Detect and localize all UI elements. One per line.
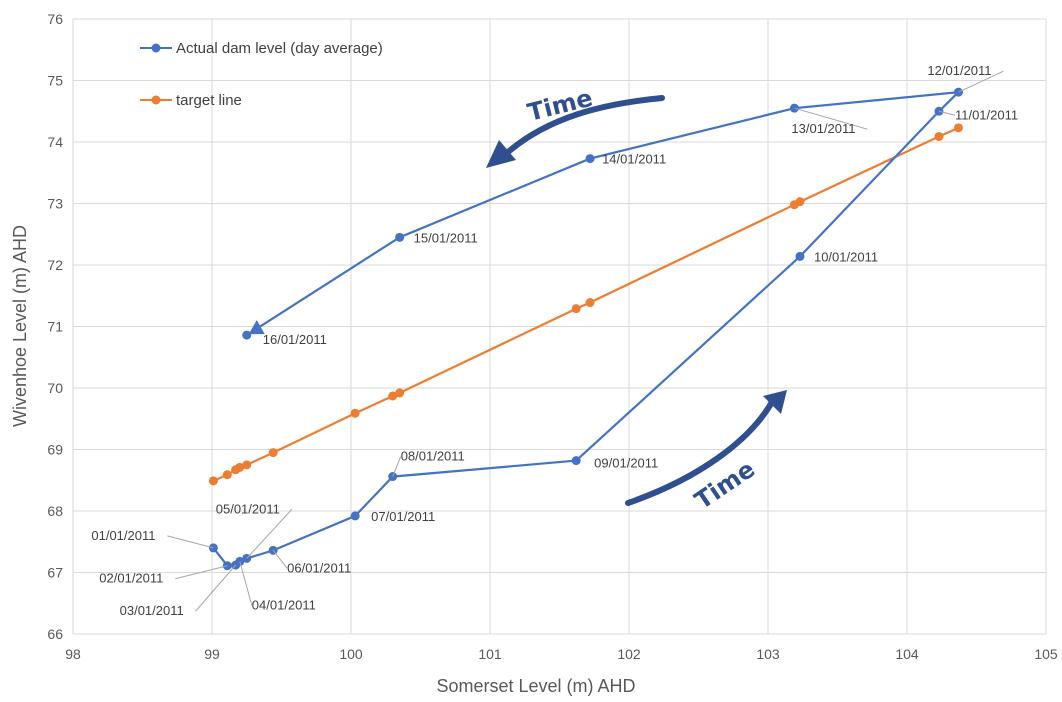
y-tick-label-5: 71: [47, 319, 63, 335]
target-point-13: [934, 131, 944, 141]
label-leader-0: [167, 535, 214, 549]
label-leader-4: [246, 509, 293, 559]
y-tick-label-2: 68: [47, 503, 63, 519]
label-leader-7: [392, 456, 402, 477]
data-label-2: 03/01/2011: [120, 603, 184, 618]
x-tick-label-0: 98: [65, 646, 81, 662]
actual-point-15: [242, 330, 252, 340]
x-tick-label-7: 105: [1034, 646, 1058, 662]
label-leader-1: [175, 565, 228, 580]
label-leader-12: [794, 107, 868, 130]
y-tick-label-3: 69: [47, 442, 63, 458]
legend-target-label: target line: [176, 92, 242, 109]
x-axis-title: Somerset Level (m) AHD: [436, 676, 635, 696]
time-arrow-lower-shaft: [625, 399, 775, 506]
legend: Actual dam level (day average) target li…: [140, 40, 383, 109]
target-point-7: [388, 391, 398, 401]
actual-point-13: [585, 154, 595, 164]
target-point-9: [571, 304, 581, 314]
time-arrow-upper-head: [486, 140, 516, 168]
y-tick-label-9: 75: [47, 73, 63, 89]
target-point-14: [953, 123, 963, 133]
actual-point-6: [350, 511, 360, 521]
actual-dam-level-series: [208, 87, 963, 571]
y-tick-labels: 66 67 68 69 70 71 72 73 74 75 76: [47, 11, 63, 642]
target-line-series: [208, 123, 963, 486]
y-axis-title: Wivenhoe Level (m) AHD: [10, 225, 30, 427]
label-leader-3: [239, 561, 253, 606]
target-line: [212, 126, 959, 482]
y-tick-label-8: 74: [47, 134, 63, 150]
data-label-9: 10/01/2011: [814, 249, 878, 264]
y-tick-label-10: 76: [47, 11, 63, 27]
target-point-6: [350, 408, 360, 418]
actual-end-triangle-marker: [248, 320, 265, 335]
x-tick-label-2: 100: [339, 646, 363, 662]
y-tick-label-7: 73: [47, 196, 63, 212]
actual-point-14: [395, 232, 405, 242]
time-label-lower: Time: [690, 455, 760, 515]
legend-actual-label: Actual dam level (day average): [176, 40, 383, 57]
label-leader-5: [272, 550, 288, 569]
actual-line: [212, 90, 962, 567]
y-tick-label-4: 70: [47, 380, 63, 396]
target-point-10: [585, 298, 595, 308]
data-label-3: 04/01/2011: [252, 597, 316, 612]
data-point-labels: 01/01/2011 02/01/2011 03/01/2011 04/01/2011…: [91, 63, 1018, 618]
data-label-15: 16/01/2011: [263, 332, 327, 347]
data-label-1: 02/01/2011: [99, 571, 163, 586]
data-label-6: 07/01/2011: [371, 509, 435, 524]
data-label-12: 13/01/2011: [791, 121, 855, 136]
target-point-5: [268, 448, 278, 458]
target-point-8: [395, 388, 405, 398]
data-label-5: 06/01/2011: [287, 560, 351, 575]
data-label-4: 05/01/2011: [216, 501, 280, 516]
data-label-14: 15/01/2011: [414, 230, 478, 245]
target-point-12: [795, 197, 805, 207]
data-label-10: 11/01/2011: [955, 107, 1018, 122]
time-arrow-lower-head: [763, 390, 787, 414]
y-tick-label-6: 72: [47, 257, 63, 273]
legend-actual-swatch-marker: [151, 43, 161, 53]
x-tick-label-1: 99: [204, 646, 220, 662]
time-arrow-upper-shaft: [505, 95, 665, 155]
x-tick-labels: 98 99 100 101 102 103 104 105: [65, 646, 1058, 662]
y-tick-label-0: 66: [47, 626, 63, 642]
y-tick-label-1: 67: [47, 565, 63, 581]
label-leader-2: [195, 564, 237, 612]
target-point-3: [235, 462, 245, 472]
target-point-4: [242, 460, 252, 470]
x-tick-label-4: 102: [617, 646, 641, 662]
legend-target-swatch-marker: [151, 95, 161, 105]
target-point-0: [208, 476, 218, 486]
x-tick-label-5: 103: [756, 646, 780, 662]
data-label-8: 09/01/2011: [594, 456, 658, 471]
actual-point-8: [571, 456, 581, 466]
time-arrow-lower: Time: [625, 390, 787, 515]
actual-point-9: [795, 251, 805, 261]
data-label-11: 12/01/2011: [927, 63, 991, 78]
label-leader-11: [958, 70, 1004, 93]
data-label-7: 08/01/2011: [401, 449, 465, 464]
data-label-0: 01/01/2011: [91, 528, 155, 543]
data-label-13: 14/01/2011: [602, 152, 666, 167]
x-tick-label-3: 101: [478, 646, 502, 662]
gridlines: [72, 18, 1047, 635]
label-leader-10: [938, 110, 956, 116]
target-point-1: [222, 470, 232, 480]
x-tick-label-6: 104: [895, 646, 919, 662]
